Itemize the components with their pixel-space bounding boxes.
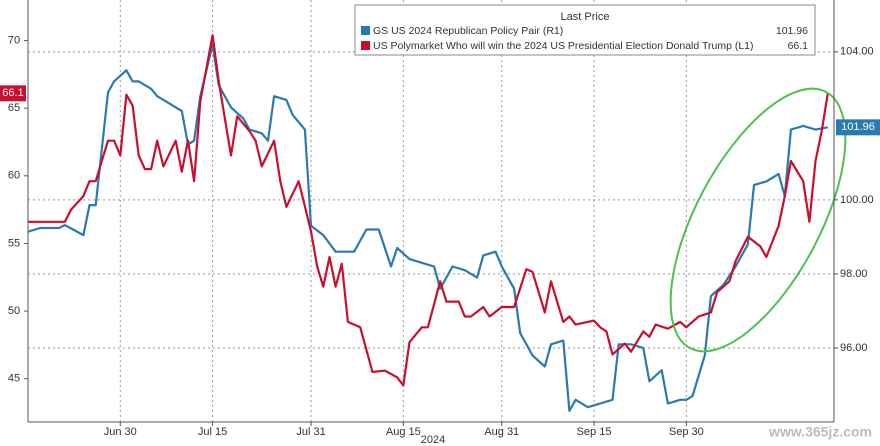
series-line — [28, 34, 829, 387]
x-tick-label: Sep 15 — [577, 426, 612, 438]
highlight-ellipse — [669, 87, 847, 353]
axes: 45 50 55 60 65 70 96.00 98.00 100.00 104.00 Jun 30… — [0, 34, 880, 438]
y-tick-label: 50 — [8, 305, 20, 317]
legend-label: GS US 2024 Republican Policy Pair (R1) — [373, 25, 563, 37]
legend: Last Price GS US 2024 Republican Policy … — [354, 4, 816, 56]
legend-box — [354, 4, 816, 56]
x-tick-label: Jun 30 — [104, 426, 137, 438]
x-tick-label: Aug 15 — [386, 426, 421, 438]
y2-tick-label: 100.00 — [840, 194, 874, 206]
lines — [27, 34, 829, 412]
x-axis-label: 2024 — [421, 434, 445, 446]
y-tick-label: 55 — [8, 237, 20, 249]
y2-tick-label: 98.00 — [840, 268, 868, 280]
y-tick-label: 65 — [8, 102, 20, 114]
x-tick-label: Sep 30 — [669, 426, 704, 438]
y2-tick-label: 104.00 — [840, 46, 874, 58]
series-line — [27, 43, 829, 412]
legend-value: 66.1 — [788, 40, 809, 52]
legend-title: Last Price — [561, 11, 610, 23]
legend-value: 101.96 — [776, 25, 808, 37]
legend-swatch — [361, 41, 370, 50]
last-value-label: 66.1 — [2, 87, 23, 99]
watermark: www.365jz.com — [768, 424, 872, 440]
x-tick-label: Jul 31 — [296, 426, 325, 438]
y-tick-label: 70 — [8, 34, 20, 46]
last-value-box — [0, 85, 26, 102]
legend-label: US Polymarket Who will win the 2024 US P… — [373, 40, 754, 52]
last-value-box — [836, 119, 880, 136]
legend-swatch — [361, 26, 370, 35]
y-tick-label: 60 — [8, 170, 20, 182]
y2-tick-label: 96.00 — [840, 342, 868, 354]
last-value-label: 101.96 — [841, 121, 875, 133]
x-tick-label: Aug 31 — [484, 426, 519, 438]
y-tick-label: 45 — [8, 373, 20, 385]
x-tick-label: Jul 15 — [198, 426, 227, 438]
